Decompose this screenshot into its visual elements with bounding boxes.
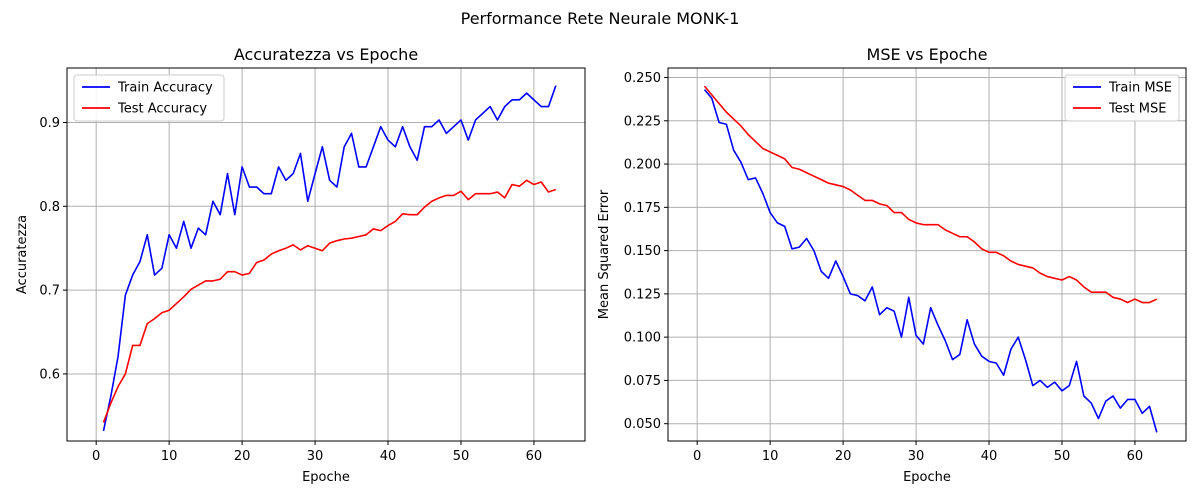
x-tick-label: 10 [762, 449, 779, 464]
chart-mse: 0 10 20 30 40 50 60 0.050 0.075 0.100 0.125 0.150 0.… [597, 45, 1187, 485]
legend-label: Train MSE [1108, 81, 1172, 96]
series-line-train-mse [703, 89, 1158, 433]
y-tick-label: 0.200 [624, 158, 661, 173]
x-tick-label: 50 [1054, 449, 1071, 464]
plot-area [667, 67, 1187, 442]
legend-label: Train Accuracy [117, 81, 213, 96]
figure-title: Performance Rete Neurale MONK-1 [461, 9, 740, 28]
y-tick-label: 0.150 [624, 244, 661, 259]
legend-box [73, 74, 225, 122]
y-tick-label: 0.7 [39, 284, 60, 299]
y-tick-label: 0.075 [624, 374, 661, 389]
chart-accuracy: 0 10 20 30 40 50 60 0.6 0.7 0.8 0.9 Accuratezza vs … [15, 45, 586, 485]
x-tick-label: 60 [526, 449, 543, 464]
y-tick-label: 0.125 [624, 287, 661, 302]
series-line-test-mse [703, 85, 1158, 304]
legend: Train Accuracy Test Accuracy [73, 74, 225, 122]
series-line-test-accuracy [102, 179, 557, 423]
y-axis-label: Mean Squared Error [597, 189, 612, 319]
y-tick-label: 0.9 [39, 116, 60, 131]
y-tick-label: 0.175 [624, 201, 661, 216]
x-tick-label: 60 [1127, 449, 1144, 464]
x-tick-label: 30 [908, 449, 925, 464]
x-tick-label: 10 [161, 449, 178, 464]
legend-label: Test MSE [1108, 102, 1166, 117]
y-tick-label: 0.225 [624, 114, 661, 129]
x-tick-label: 0 [92, 449, 100, 464]
y-tick-label: 0.100 [624, 331, 661, 346]
x-axis-label: Epoche [302, 470, 350, 485]
y-tick-label: 0.8 [39, 200, 60, 215]
x-axis-label: Epoche [903, 470, 951, 485]
x-tick-label: 40 [380, 449, 397, 464]
x-tick-label: 0 [693, 449, 701, 464]
y-tick-label: 0.050 [624, 417, 661, 432]
legend: Train MSE Test MSE [1064, 74, 1180, 122]
plot-area [66, 67, 586, 442]
x-tick-label: 20 [234, 449, 251, 464]
x-tick-label: 40 [981, 449, 998, 464]
chart-title: MSE vs Epoche [867, 45, 988, 64]
y-axis-label: Accuratezza [15, 215, 30, 294]
x-tick-label: 50 [453, 449, 470, 464]
y-tick-label: 0.6 [39, 367, 60, 382]
x-tick-label: 20 [835, 449, 852, 464]
y-tick-label: 0.250 [624, 71, 661, 86]
series-line-train-accuracy [102, 85, 557, 432]
chart-title: Accuratezza vs Epoche [234, 45, 418, 64]
legend-label: Test Accuracy [117, 102, 207, 117]
x-tick-label: 30 [307, 449, 324, 464]
